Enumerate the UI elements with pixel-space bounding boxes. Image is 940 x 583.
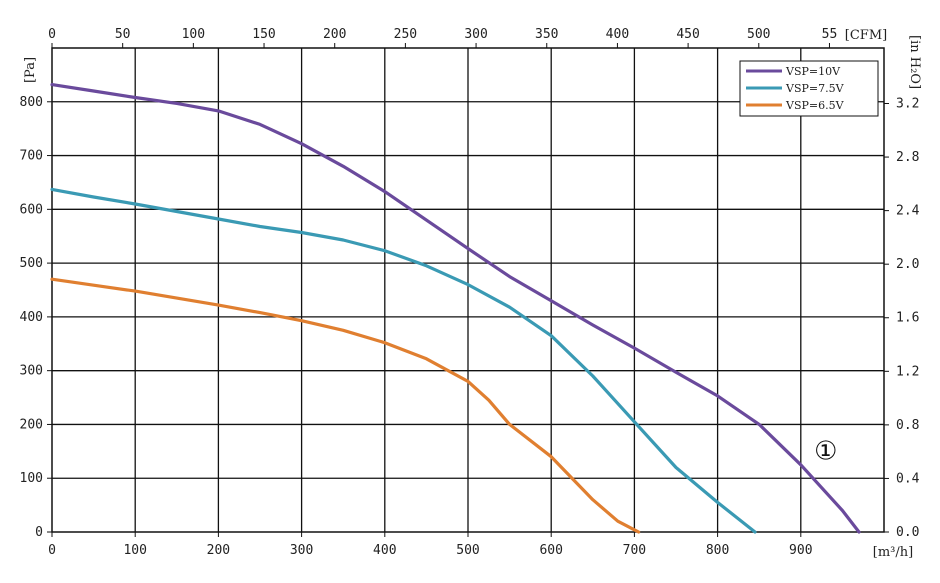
x-tick-label: 900 bbox=[789, 543, 812, 558]
x2-tick-label: 55 bbox=[822, 27, 838, 42]
y2-tick-label: 2.8 bbox=[896, 150, 919, 165]
legend-label: VSP=6.5V bbox=[785, 99, 845, 112]
legend: VSP=10V VSP=7.5V VSP=6.5V bbox=[739, 60, 879, 117]
y-tick-label: 200 bbox=[20, 417, 43, 432]
y-tick-label: 100 bbox=[20, 471, 43, 486]
y2-axis-label: [in H₂O] bbox=[907, 35, 922, 89]
y-tick-label: 700 bbox=[20, 149, 43, 164]
y-tick-label: 400 bbox=[20, 310, 43, 325]
series-line-1 bbox=[50, 82, 861, 534]
y-tick-label: 0 bbox=[35, 525, 43, 540]
x2-tick-label: 300 bbox=[464, 27, 487, 42]
x-tick-label: 600 bbox=[539, 543, 562, 558]
x2-tick-label: 250 bbox=[394, 27, 417, 42]
y2-tick-label: 2.0 bbox=[896, 257, 919, 272]
x2-tick-label: 100 bbox=[182, 27, 205, 42]
y2-tick-label: 0.0 bbox=[896, 525, 919, 540]
y2-tick-label: 1.6 bbox=[896, 311, 919, 326]
x-tick-label: 100 bbox=[123, 543, 146, 558]
grid bbox=[52, 48, 884, 532]
x-tick-label: 400 bbox=[373, 543, 396, 558]
y-tick-label: 600 bbox=[20, 202, 43, 217]
x2-tick-label: 500 bbox=[747, 27, 770, 42]
legend-label: VSP=7.5V bbox=[785, 82, 845, 95]
series-line-2 bbox=[50, 187, 757, 534]
x2-tick-label: 400 bbox=[606, 27, 629, 42]
y-tick-label: 800 bbox=[20, 95, 43, 110]
y-tick-label: 300 bbox=[20, 364, 43, 379]
y2-axis-ticks: 0.0 0.4 0.8 1.2 1.6 2.0 2.4 2.8 3.2 bbox=[884, 96, 920, 540]
series-lines bbox=[50, 82, 861, 534]
y-axis-label: [Pa] bbox=[23, 57, 38, 83]
x-tick-label: 700 bbox=[623, 543, 646, 558]
x-axis-label: [m³/h] bbox=[873, 545, 913, 560]
x2-tick-label: 0 bbox=[48, 27, 56, 42]
x-tick-label: 0 bbox=[48, 543, 56, 558]
x-tick-label: 800 bbox=[706, 543, 729, 558]
y2-tick-label: 3.2 bbox=[896, 96, 919, 111]
curve-annotation-marker: ① bbox=[814, 436, 837, 466]
y2-tick-label: 1.2 bbox=[896, 364, 919, 379]
x-axis-ticks: 0 100 200 300 400 500 600 700 800 900 bbox=[48, 532, 813, 558]
y2-tick-label: 2.4 bbox=[896, 204, 920, 219]
x2-tick-label: 450 bbox=[676, 27, 699, 42]
y-axis-ticks: 0 100 200 300 400 500 600 700 800 bbox=[20, 95, 52, 540]
x-tick-label: 200 bbox=[207, 543, 230, 558]
x2-tick-label: 50 bbox=[115, 27, 131, 42]
legend-label: VSP=10V bbox=[785, 65, 841, 78]
x2-tick-label: 200 bbox=[323, 27, 346, 42]
x2-tick-label: 350 bbox=[535, 27, 558, 42]
x2-tick-label: 150 bbox=[252, 27, 275, 42]
x-tick-label: 500 bbox=[456, 543, 479, 558]
y-tick-label: 500 bbox=[20, 256, 43, 271]
y2-tick-label: 0.4 bbox=[896, 471, 920, 486]
x2-axis-ticks: 0 50 100 150 200 250 300 350 400 450 500 55 bbox=[48, 27, 837, 48]
y2-tick-label: 0.8 bbox=[896, 418, 919, 433]
x2-axis-label: [CFM] bbox=[845, 28, 887, 43]
x-tick-label: 300 bbox=[290, 543, 313, 558]
series-line-3 bbox=[50, 277, 641, 534]
